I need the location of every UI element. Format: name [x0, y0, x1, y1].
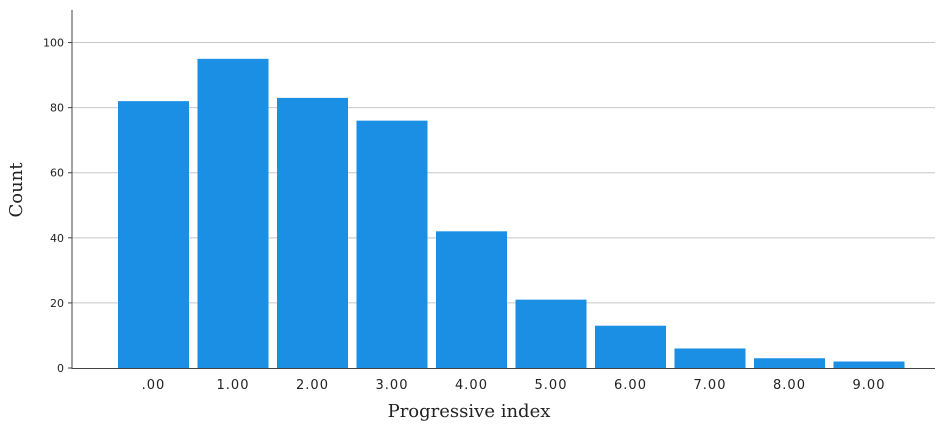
y-tick-label: 100	[43, 37, 64, 50]
bar-1p00	[197, 58, 269, 369]
x-tick-label: 8.00	[773, 378, 806, 393]
x-tick-label: 2.00	[296, 378, 329, 393]
y-tick-labels: 0 20 40 60 80 100	[43, 37, 72, 375]
x-tick-label: 7.00	[694, 378, 727, 393]
bar-5p00	[515, 299, 587, 368]
x-tick-label: 9.00	[853, 378, 886, 393]
x-axis-title: Progressive index	[388, 401, 551, 422]
bars	[118, 58, 905, 369]
y-tick-label: 80	[50, 102, 64, 115]
bar-8p00	[754, 358, 825, 368]
x-tick-label: 6.00	[614, 378, 647, 393]
bar-p00	[118, 101, 189, 369]
x-tick-label: 1.00	[217, 378, 250, 393]
y-axis-title: Count	[6, 162, 27, 218]
y-tick-label: 0	[57, 362, 64, 375]
x-tick-label: 5.00	[535, 378, 568, 393]
y-tick-label: 40	[50, 232, 64, 245]
axes	[71, 10, 935, 369]
y-tick-label: 20	[50, 297, 64, 310]
x-tick-label: .00	[142, 378, 166, 393]
bar-7p00	[674, 348, 746, 368]
x-tick-label: 3.00	[376, 378, 409, 393]
bar-4p00	[436, 231, 507, 368]
bar-9p00	[833, 361, 905, 368]
x-tick-labels: .00 1.00 2.00 3.00 4.00 5.00 6.00 7.00 8.00 9.00	[142, 378, 886, 393]
bar-6p00	[595, 325, 666, 368]
bar-3p00	[356, 120, 428, 369]
bar-2p00	[277, 97, 348, 368]
y-tick-label: 60	[50, 167, 64, 180]
x-tick-label: 4.00	[455, 378, 488, 393]
